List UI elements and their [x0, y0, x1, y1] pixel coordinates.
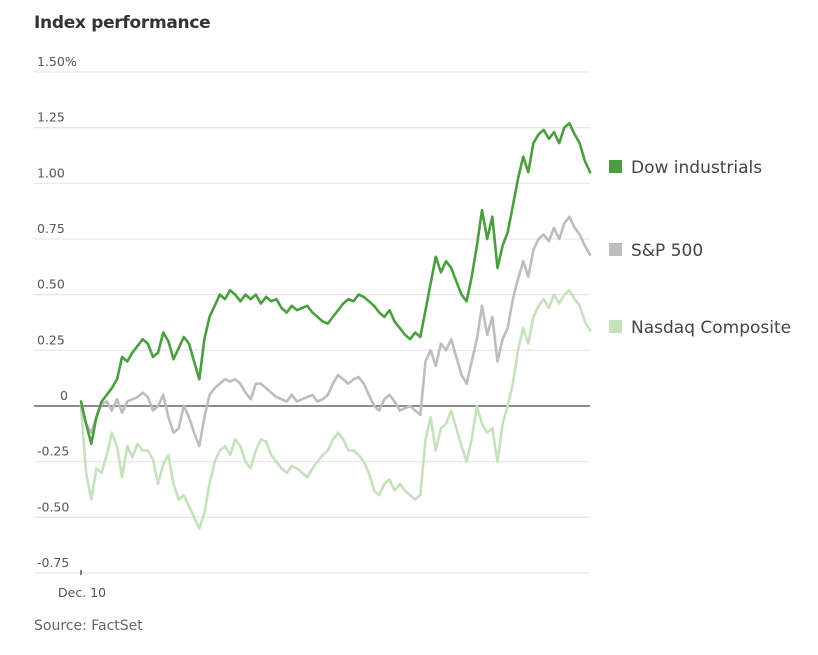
y-tick-label: -0.50 [37, 499, 69, 514]
y-tick-label: 1.50% [37, 54, 77, 69]
legend: Dow industrials S&P 500 Nasdaq Composite [609, 158, 791, 338]
legend-item: Dow industrials [609, 158, 762, 178]
series-lines [79, 121, 592, 530]
legend-label: Nasdaq Composite [631, 318, 791, 338]
y-tick-label: -0.25 [37, 444, 69, 459]
y-tick-label: 0.25 [37, 332, 65, 347]
y-tick-label: 1.25 [37, 110, 65, 125]
y-tick-label: 0.75 [37, 221, 65, 236]
chart-title: Index performance [34, 13, 211, 33]
y-tick-label: 0 [60, 388, 68, 403]
y-tick-label: 0.50 [37, 277, 65, 292]
legend-item: Nasdaq Composite [609, 318, 791, 338]
legend-item: S&P 500 [609, 241, 703, 261]
x-tick-label: Dec. 10 [58, 585, 106, 600]
legend-label: Dow industrials [631, 158, 762, 178]
y-axis-labels: 1.50% 1.25 1.00 0.75 0.50 0.25 0 -0.25 -0.50 -0.7… [37, 54, 77, 570]
legend-swatch [609, 320, 622, 333]
source-note: Source: FactSet [34, 618, 143, 634]
y-tick-label: 1.00 [37, 165, 65, 180]
series-line-dow-industrials [79, 121, 592, 446]
gridlines [34, 71, 590, 574]
series-line-s-p-500 [79, 215, 592, 448]
y-tick-label: -0.75 [37, 555, 69, 570]
x-axis: Dec. 10 [58, 570, 106, 600]
legend-swatch [609, 160, 622, 173]
legend-swatch [609, 243, 622, 256]
legend-label: S&P 500 [631, 241, 703, 261]
series-line-nasdaq-composite [79, 288, 592, 530]
